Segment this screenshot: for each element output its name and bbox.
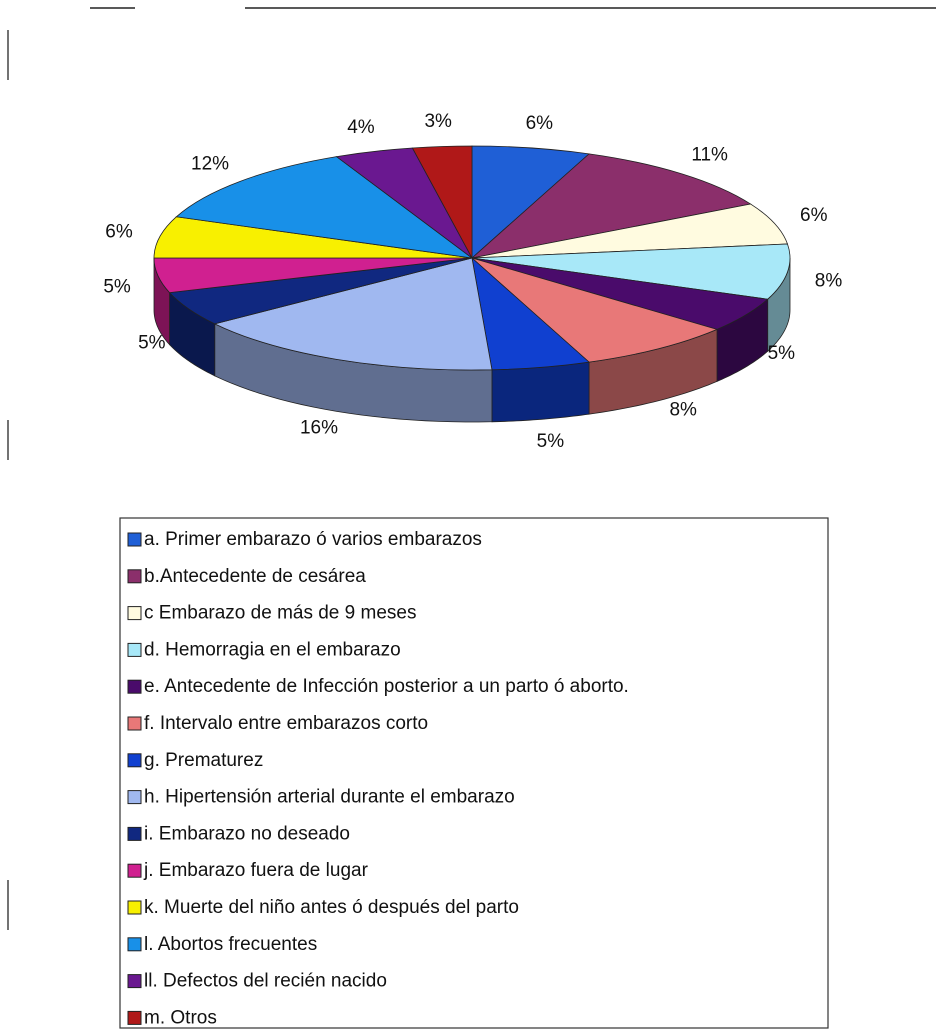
value-label: 16%: [300, 418, 338, 439]
legend-swatch: [127, 606, 142, 621]
legend-box: [119, 517, 829, 1029]
value-label: 12%: [191, 153, 229, 174]
value-label: 4%: [347, 117, 375, 138]
value-label: 5%: [138, 333, 166, 354]
legend-label: g. Prematurez: [144, 750, 263, 771]
value-label: 8%: [669, 400, 697, 421]
legend-swatch: [127, 569, 142, 584]
legend-swatch: [127, 642, 142, 657]
legend-swatch: [127, 1010, 142, 1025]
legend-label: i. Embarazo no deseado: [144, 823, 350, 844]
value-label: 5%: [768, 343, 796, 364]
legend-label: a. Primer embarazo ó varios embarazos: [144, 529, 482, 550]
legend-swatch: [127, 532, 142, 547]
slice: [411, 145, 473, 259]
slice: [153, 216, 473, 259]
legend-label: d. Hemorragia en el embarazo: [144, 639, 401, 660]
legend-swatch: [127, 753, 142, 768]
value-label: 3%: [424, 111, 452, 132]
legend-label: k. Muerte del niño antes ó después del p…: [144, 897, 519, 918]
slice: [213, 257, 493, 371]
legend-label: l. Abortos frecuentes: [144, 934, 317, 955]
value-label: 5%: [103, 277, 131, 298]
legend-swatch: [127, 679, 142, 694]
legend-label: e. Antecedente de Infección posterior a …: [144, 676, 629, 697]
value-label: 8%: [815, 271, 843, 292]
slice: [470, 153, 752, 259]
legend-swatch: [127, 863, 142, 878]
legend-swatch: [127, 900, 142, 915]
legend-label: ll. Defectos del recién nacido: [144, 971, 387, 992]
value-label: 11%: [691, 145, 728, 166]
legend-swatch: [127, 716, 142, 731]
legend-swatch: [127, 974, 142, 989]
slice: [471, 145, 590, 259]
value-label: 6%: [800, 205, 828, 226]
legend-label: c Embarazo de más de 9 meses: [144, 603, 416, 624]
legend-label: b.Antecedente de cesárea: [144, 566, 366, 587]
legend-swatch: [127, 937, 142, 952]
legend-label: m. Otros: [144, 1007, 217, 1028]
legend-label: j. Embarazo fuera de lugar: [143, 860, 369, 881]
value-label: 6%: [105, 221, 133, 242]
slice: [471, 243, 791, 300]
legend-swatch: [127, 790, 142, 805]
value-label: 5%: [537, 431, 565, 452]
slice: [471, 203, 789, 259]
slice: [175, 156, 473, 259]
legend-label: f. Intervalo entre embarazos corto: [144, 713, 428, 734]
legend-label: h. Hipertensión arterial durante el emba…: [144, 787, 515, 808]
value-label: 6%: [526, 113, 554, 134]
legend-swatch: [127, 826, 142, 841]
slice: [471, 257, 719, 363]
slice-side: [491, 361, 590, 423]
